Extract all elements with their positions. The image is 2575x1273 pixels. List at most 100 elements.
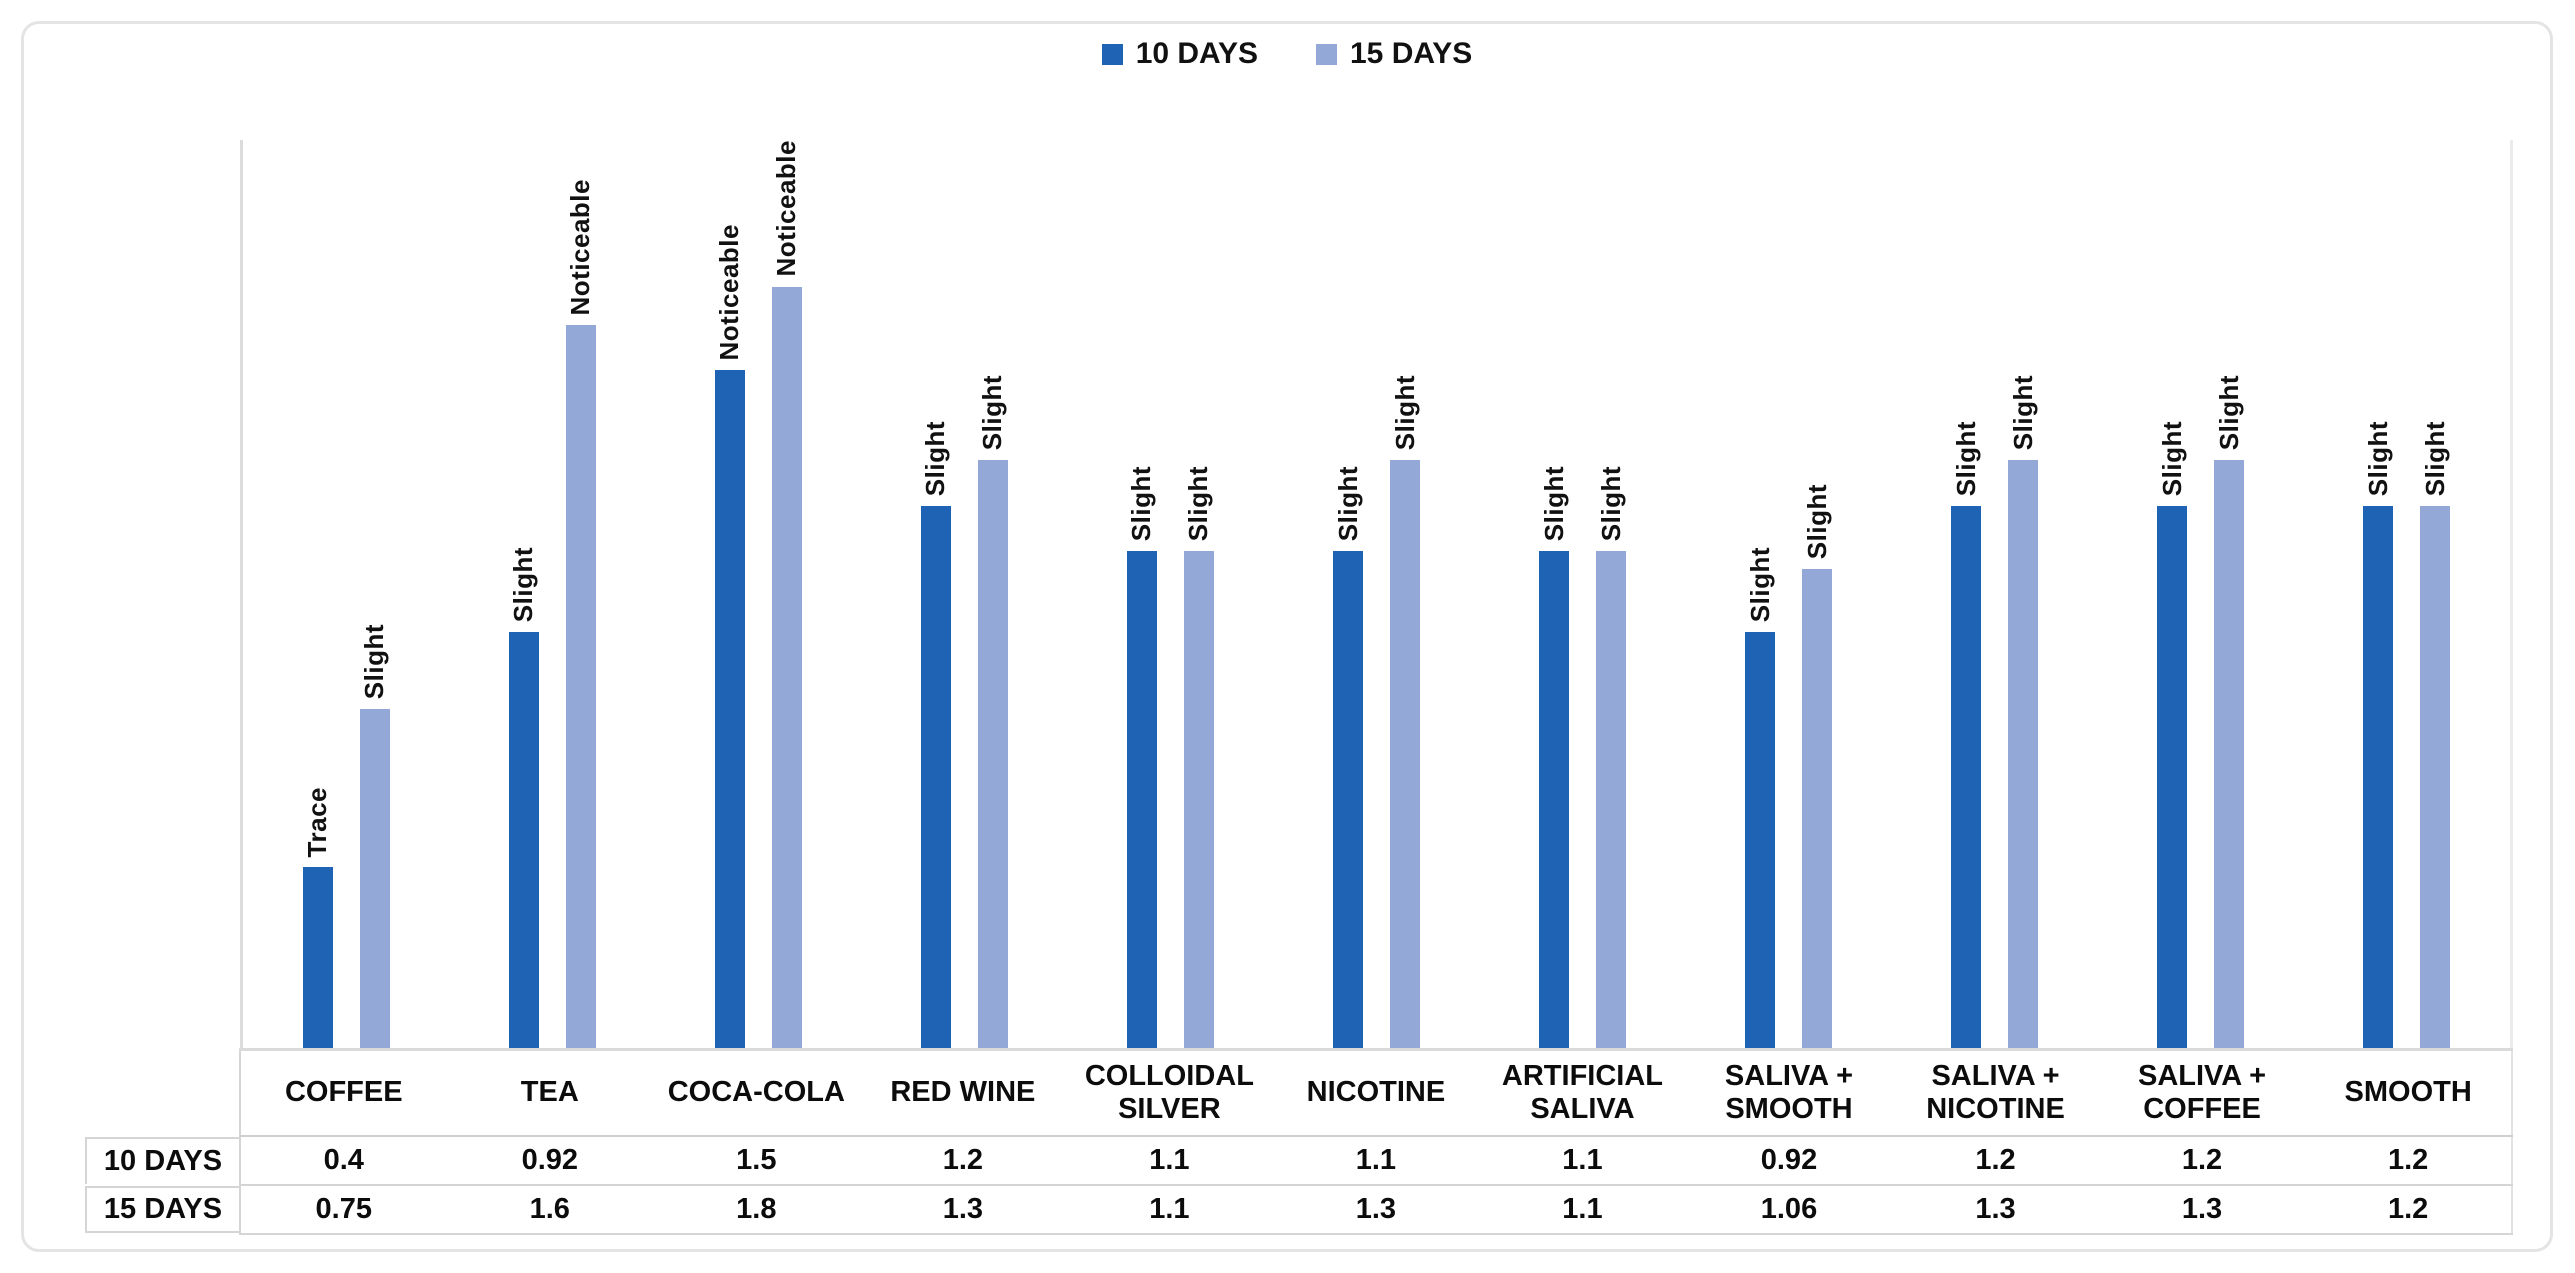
bar-column-10-days-artificial-saliva: Slight: [1539, 140, 1570, 1048]
bar-value-label: Trace: [302, 786, 333, 857]
bar-10-days-tea: [508, 632, 539, 1048]
bar-value-label: Slight: [1126, 465, 1157, 541]
bar-column-15-days-saliva-smooth: Slight: [1802, 140, 1833, 1048]
value-cell-15-days-nicotine: 1.3: [1272, 1185, 1480, 1235]
bar-value-label: Slight: [1183, 465, 1214, 541]
bar-value-label: Noticeable: [771, 140, 802, 277]
value-cell-15-days-saliva-coffee: 1.3: [2098, 1185, 2306, 1235]
table-row-10-days: 10 DAYS 0.4 0.92 1.5 1.2 1.1 1.1 1.1 0.92 1.2 1.2 1…: [24, 1136, 2513, 1186]
bar-value-label: Slight: [1389, 374, 1420, 450]
category-cell-saliva-coffee: SALIVA + COFFEE: [2098, 1048, 2306, 1137]
value-cell-15-days-saliva-smooth: 1.06: [1685, 1185, 1893, 1235]
bar-column-15-days-artificial-saliva: Slight: [1596, 140, 1627, 1048]
category-cell-smooth: SMOOTH: [2305, 1048, 2513, 1137]
bar-column-10-days-coffee: Trace: [302, 140, 333, 1048]
bar-value-label: Slight: [2362, 420, 2393, 496]
bar-15-days-saliva-smooth: [1802, 569, 1833, 1048]
bar-group-saliva-nicotine: Slight Slight: [1892, 140, 2098, 1048]
bar-group-smooth: Slight Slight: [2304, 140, 2510, 1048]
value-cell-10-days-tea: 0.92: [446, 1136, 654, 1186]
value-cell-15-days-coca-cola: 1.8: [653, 1185, 860, 1235]
value-cell-10-days-saliva-nicotine: 1.2: [1892, 1136, 2099, 1186]
bar-value-label: Noticeable: [714, 223, 745, 361]
bar-column-15-days-tea: Noticeable: [565, 140, 596, 1048]
bar-value-label: Noticeable: [565, 178, 596, 316]
bar-value-label: Slight: [1950, 420, 1981, 496]
chart-legend: 10 DAYS 15 DAYS: [24, 37, 2550, 71]
bar-15-days-coca-cola: [771, 286, 802, 1048]
row-header-label: 15 DAYS: [85, 1186, 239, 1233]
bar-column-10-days-tea: Slight: [508, 140, 539, 1048]
row-header-15-days: 15 DAYS: [24, 1185, 240, 1234]
bar-15-days-artificial-saliva: [1596, 551, 1627, 1048]
bar-column-10-days-saliva-coffee: Slight: [2157, 140, 2188, 1048]
bar-value-label: Slight: [1801, 483, 1832, 559]
legend-label-15-days: 15 DAYS: [1350, 37, 1473, 70]
bar-10-days-coca-cola: [714, 370, 745, 1048]
legend-swatch-10-days-icon: [1101, 43, 1123, 65]
bar-column-10-days-nicotine: Slight: [1333, 140, 1364, 1048]
bar-group-coffee: Trace Slight: [243, 140, 449, 1048]
bar-group-saliva-smooth: Slight Slight: [1686, 140, 1892, 1048]
bar-group-nicotine: Slight Slight: [1273, 140, 1479, 1048]
bar-value-label: Slight: [1332, 465, 1363, 541]
bar-10-days-saliva-coffee: [2157, 506, 2188, 1048]
value-cell-10-days-saliva-smooth: 0.92: [1685, 1136, 1893, 1186]
chart-area: Trace Slight Slight Noticeable Noticeable Not…: [24, 140, 2513, 1235]
bar-value-label: Slight: [2213, 374, 2244, 450]
bar-column-15-days-nicotine: Slight: [1390, 140, 1421, 1048]
bar-group-coca-cola: Noticeable Noticeable: [655, 140, 861, 1048]
data-table: COFFEE TEA COCA-COLA RED WINE COLLOIDAL SILV…: [24, 1048, 2513, 1235]
bar-15-days-tea: [565, 325, 596, 1048]
category-cell-saliva-smooth: SALIVA + SMOOTH: [1685, 1048, 1893, 1137]
bar-column-10-days-coca-cola: Noticeable: [714, 140, 745, 1048]
value-cell-10-days-coffee: 0.4: [239, 1136, 447, 1186]
legend-swatch-15-days-icon: [1316, 43, 1337, 65]
value-cell-15-days-saliva-nicotine: 1.3: [1892, 1185, 2099, 1235]
bar-value-label: Slight: [920, 420, 951, 496]
bar-column-10-days-saliva-nicotine: Slight: [1951, 140, 1982, 1048]
row-header-label: 10 DAYS: [85, 1137, 239, 1184]
value-cell-10-days-smooth: 1.2: [2305, 1136, 2513, 1186]
category-cell-tea: TEA: [446, 1048, 654, 1137]
legend-item-10-days: 10 DAYS: [1101, 37, 1258, 71]
bar-group-saliva-coffee: Slight Slight: [2098, 140, 2304, 1048]
legend-item-15-days: 15 DAYS: [1316, 37, 1472, 71]
plot-area: Trace Slight Slight Noticeable Noticeable Not…: [240, 140, 2513, 1048]
bar-value-label: Slight: [1744, 546, 1775, 622]
bar-value-label: Slight: [1538, 465, 1569, 541]
table-body: COFFEE TEA COCA-COLA RED WINE COLLOIDAL SILV…: [24, 1048, 2513, 1235]
value-cell-15-days-coffee: 0.75: [239, 1185, 447, 1235]
bar-15-days-smooth: [2420, 506, 2451, 1048]
bar-15-days-red-wine: [977, 460, 1008, 1048]
bar-value-label: Slight: [2007, 374, 2038, 450]
bar-15-days-coffee: [359, 709, 390, 1048]
bar-10-days-saliva-nicotine: [1951, 506, 1982, 1048]
bar-value-label: Slight: [1595, 465, 1626, 541]
category-cell-coca-cola: COCA-COLA: [653, 1048, 860, 1137]
category-cell-nicotine: NICOTINE: [1272, 1048, 1480, 1137]
bar-10-days-smooth: [2363, 506, 2394, 1048]
bar-column-10-days-red-wine: Slight: [920, 140, 951, 1048]
bar-column-15-days-coffee: Slight: [359, 140, 390, 1048]
value-cell-10-days-artificial-saliva: 1.1: [1479, 1136, 1686, 1186]
value-cell-15-days-smooth: 1.2: [2305, 1185, 2513, 1235]
bar-column-10-days-smooth: Slight: [2363, 140, 2394, 1048]
value-cell-10-days-saliva-coffee: 1.2: [2098, 1136, 2306, 1186]
bar-value-label: Slight: [2419, 420, 2450, 496]
bar-value-label: Slight: [359, 623, 390, 699]
bar-group-colloidal-silver: Slight Slight: [1067, 140, 1273, 1048]
bar-column-15-days-saliva-coffee: Slight: [2214, 140, 2245, 1048]
bar-10-days-saliva-smooth: [1745, 632, 1776, 1048]
table-row-15-days: 15 DAYS 0.75 1.6 1.8 1.3 1.1 1.3 1.1 1.06 1.3 1.3 1…: [24, 1185, 2513, 1235]
value-cell-10-days-colloidal-silver: 1.1: [1066, 1136, 1273, 1186]
value-cell-10-days-red-wine: 1.2: [859, 1136, 1067, 1186]
table-corner-cell: [24, 1050, 240, 1137]
category-cell-colloidal-silver: COLLOIDAL SILVER: [1066, 1048, 1273, 1137]
value-cell-10-days-coca-cola: 1.5: [653, 1136, 860, 1186]
bar-value-label: Slight: [508, 546, 539, 622]
bar-10-days-artificial-saliva: [1539, 551, 1570, 1048]
bar-10-days-red-wine: [920, 506, 951, 1048]
value-cell-15-days-colloidal-silver: 1.1: [1066, 1185, 1273, 1235]
category-cell-artificial-saliva: ARTIFICIAL SALIVA: [1479, 1048, 1686, 1137]
